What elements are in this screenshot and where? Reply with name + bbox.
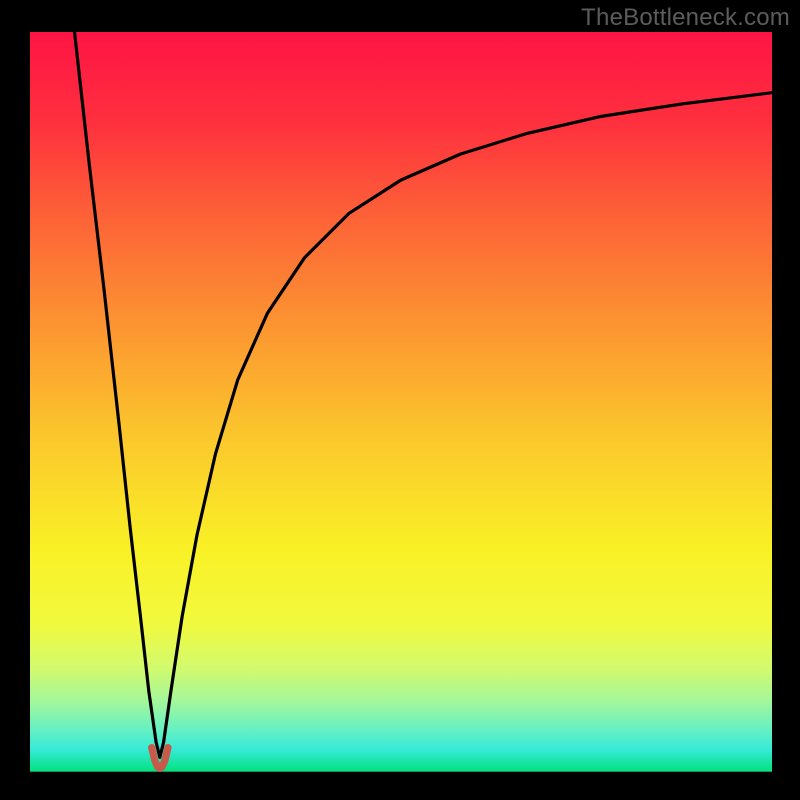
watermark-text: TheBottleneck.com: [581, 4, 790, 32]
gradient-background: [30, 32, 772, 772]
plot-area: [30, 32, 772, 772]
plot-svg: [30, 32, 772, 772]
chart-container: TheBottleneck.com: [0, 0, 800, 800]
